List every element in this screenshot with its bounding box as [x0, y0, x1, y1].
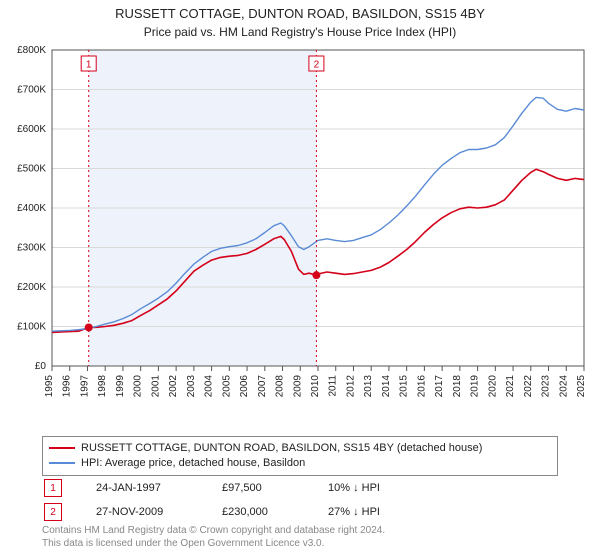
x-tick-label: 2025	[576, 375, 587, 398]
x-tick-label: 2012	[345, 375, 356, 398]
sale-point	[85, 323, 93, 331]
x-tick-label: 2008	[275, 375, 286, 398]
x-tick-label: 2007	[257, 375, 268, 398]
chart-area: £0 £100K £200K £300K £400K £500K £600K £700K £80…	[8, 46, 592, 428]
x-tick-label: 2016	[416, 375, 427, 398]
legend-swatch	[49, 447, 75, 449]
y-tick-label: £800K	[17, 46, 46, 56]
y-tick-label: £300K	[17, 243, 46, 254]
sales-date: 27-NOV-2009	[96, 506, 206, 518]
y-tick-label: £700K	[17, 85, 46, 96]
x-tick-label: 2017	[434, 375, 445, 398]
x-tick-label: 2004	[204, 375, 215, 398]
sale-badge-number: 1	[86, 59, 92, 70]
x-tick-label: 1996	[62, 375, 73, 398]
sales-diff: 27% ↓ HPI	[328, 506, 438, 518]
x-tick-label: 1995	[44, 375, 55, 398]
x-tick-label: 2006	[239, 375, 250, 398]
y-tick-label: £200K	[17, 282, 46, 293]
x-tick-label: 2011	[328, 375, 339, 397]
x-tick-label: 2013	[363, 375, 374, 398]
x-tick-label: 2022	[523, 375, 534, 398]
legend-label: HPI: Average price, detached house, Basi…	[81, 456, 305, 471]
legend-swatch	[49, 462, 75, 464]
x-tick-label: 2015	[399, 375, 410, 398]
sale-badge-number: 2	[314, 59, 320, 70]
x-tick-label: 2014	[381, 375, 392, 398]
sales-table: 1 24-JAN-1997 £97,500 10% ↓ HPI 2 27-NOV-2009…	[42, 476, 558, 524]
sales-price: £230,000	[222, 506, 312, 518]
x-tick-label: 1998	[97, 375, 108, 398]
x-tick-label: 2005	[221, 375, 232, 398]
x-tick-label: 2019	[470, 375, 481, 398]
x-tick-label: 2023	[541, 375, 552, 398]
sales-row: 2 27-NOV-2009 £230,000 27% ↓ HPI	[42, 500, 558, 524]
legend-row: RUSSETT COTTAGE, DUNTON ROAD, BASILDON, …	[49, 441, 551, 456]
footer-line-1: Contains HM Land Registry data © Crown c…	[42, 524, 562, 537]
x-tick-label: 2020	[487, 375, 498, 398]
x-tick-label: 2010	[310, 375, 321, 398]
x-tick-label: 2018	[452, 375, 463, 398]
chart-svg: £0 £100K £200K £300K £400K £500K £600K £700K £80…	[8, 46, 592, 428]
x-tick-label: 2001	[150, 375, 161, 398]
y-tick-label: £100K	[17, 322, 46, 333]
y-tick-label: £600K	[17, 124, 46, 135]
chart-title: RUSSETT COTTAGE, DUNTON ROAD, BASILDON, …	[0, 6, 600, 23]
legend: RUSSETT COTTAGE, DUNTON ROAD, BASILDON, …	[42, 436, 558, 476]
footer-line-2: This data is licensed under the Open Gov…	[42, 537, 562, 550]
sales-badge: 2	[44, 503, 62, 521]
x-tick-label: 2024	[558, 375, 569, 398]
legend-row: HPI: Average price, detached house, Basi…	[49, 456, 551, 471]
sales-price: £97,500	[222, 482, 312, 494]
figure-stage: RUSSETT COTTAGE, DUNTON ROAD, BASILDON, …	[0, 0, 600, 560]
x-tick-label: 1999	[115, 375, 126, 398]
x-tick-label: 1997	[79, 375, 90, 398]
x-tick-label: 2003	[186, 375, 197, 398]
x-tick-label: 2021	[505, 375, 516, 398]
y-tick-label: £500K	[17, 164, 46, 175]
sales-diff: 10% ↓ HPI	[328, 482, 438, 494]
footer: Contains HM Land Registry data © Crown c…	[42, 524, 562, 550]
sales-badge: 1	[44, 479, 62, 497]
sales-row: 1 24-JAN-1997 £97,500 10% ↓ HPI	[42, 476, 558, 500]
legend-label: RUSSETT COTTAGE, DUNTON ROAD, BASILDON, …	[81, 441, 482, 456]
y-tick-label: £400K	[17, 203, 46, 214]
chart-subtitle: Price paid vs. HM Land Registry's House …	[0, 25, 600, 39]
y-tick-label: £0	[35, 361, 47, 372]
x-tick-label: 2002	[168, 375, 179, 398]
title-block: RUSSETT COTTAGE, DUNTON ROAD, BASILDON, …	[0, 6, 600, 39]
sale-point	[312, 271, 320, 279]
x-tick-label: 2000	[133, 375, 144, 398]
sales-date: 24-JAN-1997	[96, 482, 206, 494]
x-tick-label: 2009	[292, 375, 303, 398]
